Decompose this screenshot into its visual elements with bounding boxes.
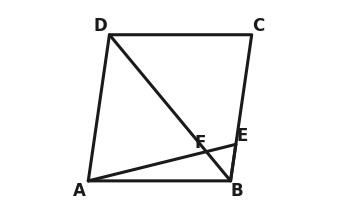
Text: B: B	[230, 183, 243, 200]
Text: A: A	[73, 183, 86, 200]
Text: F: F	[195, 134, 206, 152]
Text: E: E	[237, 127, 248, 145]
Text: D: D	[94, 17, 108, 35]
Text: C: C	[252, 17, 265, 35]
